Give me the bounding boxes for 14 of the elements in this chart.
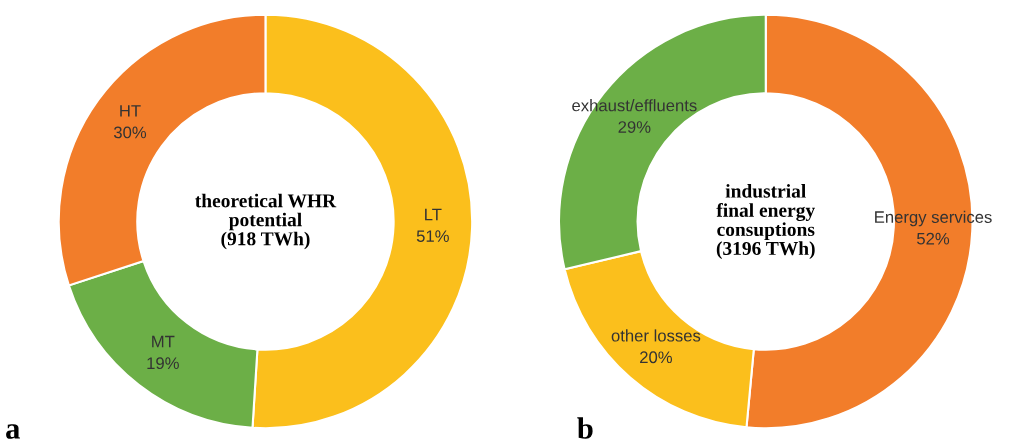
data-label: 29%: [618, 121, 651, 133]
data-label: 20%: [640, 351, 672, 364]
slice-label: MT: [152, 335, 175, 348]
text: theoretical WHR potential (918 TWh): [195, 193, 337, 250]
text: industrial final energy consuptions (3196 TWh): [716, 184, 815, 259]
data-label: 19%: [147, 357, 179, 370]
text: a: [6, 424, 20, 439]
slice-label: other losses: [611, 329, 701, 342]
slice-label: LT: [425, 208, 442, 221]
slice-label: HT: [120, 105, 141, 117]
text: b: [577, 417, 593, 439]
data-label: 30%: [113, 126, 147, 139]
data-label: 52%: [917, 232, 950, 245]
data-label: 51%: [416, 230, 449, 243]
